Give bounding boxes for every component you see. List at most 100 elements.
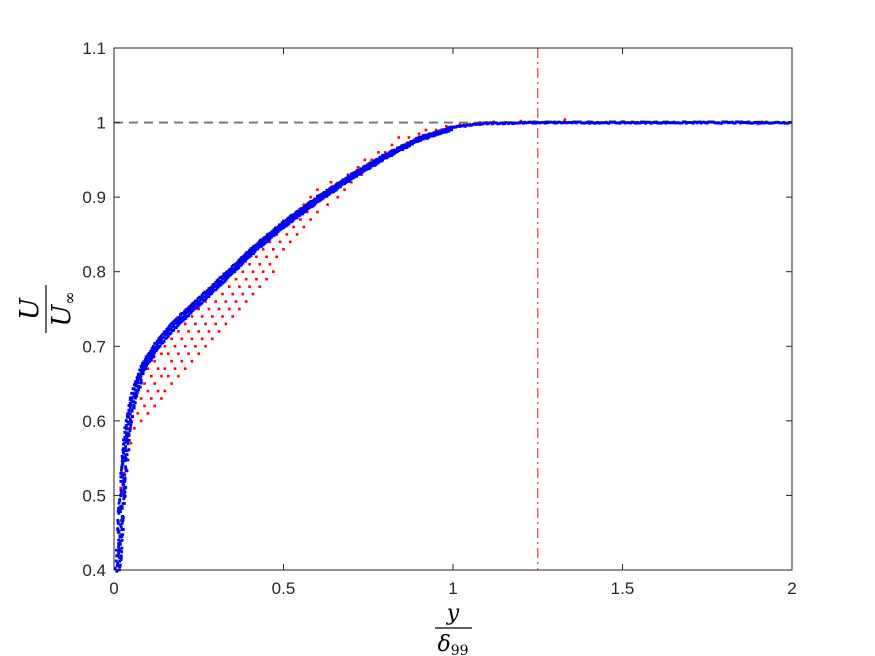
data-point-red <box>383 151 387 154</box>
data-point-blue <box>325 194 329 198</box>
data-point-blue <box>147 351 151 355</box>
data-point-blue <box>257 240 261 244</box>
data-point-red <box>153 404 156 408</box>
data-point-red <box>309 195 312 199</box>
data-point-red <box>204 344 207 348</box>
data-point-blue <box>118 499 122 502</box>
data-point-blue <box>181 311 185 315</box>
data-point-red <box>251 292 255 296</box>
data-point-red <box>278 240 282 244</box>
data-point-blue <box>132 392 136 396</box>
data-point-blue <box>120 546 124 550</box>
y-tick-label: 0.7 <box>82 337 106 356</box>
data-point-red <box>217 330 221 333</box>
data-point-blue <box>210 292 214 295</box>
data-point-blue <box>158 339 162 343</box>
data-point-blue <box>158 344 162 348</box>
data-point-blue <box>129 403 133 407</box>
data-point-blue <box>226 269 230 273</box>
data-point-blue <box>121 533 125 537</box>
data-point-blue <box>120 505 124 508</box>
data-point-blue <box>115 548 118 552</box>
data-point-blue <box>200 293 204 297</box>
y-axis-label: U U∞ <box>15 285 79 333</box>
data-point-blue <box>203 295 207 299</box>
x-tick-label: 1.5 <box>611 579 635 598</box>
y-tick-label: 0.4 <box>82 561 106 580</box>
data-point-blue <box>244 259 247 263</box>
data-point-blue <box>123 494 127 498</box>
data-point-blue <box>118 547 121 551</box>
data-point-red <box>163 344 167 348</box>
data-point-blue <box>139 381 143 385</box>
data-point-blue <box>176 320 180 324</box>
data-point-blue <box>390 153 394 157</box>
data-point-blue <box>254 245 258 249</box>
data-point-blue <box>219 279 223 283</box>
data-point-red <box>170 382 173 385</box>
y-axis-label-numerator: U <box>15 297 45 320</box>
data-point-blue <box>401 148 405 151</box>
data-point-blue <box>256 247 260 251</box>
data-point-blue <box>607 121 611 125</box>
data-point-blue <box>119 472 123 475</box>
data-point-blue <box>184 316 188 320</box>
x-axis-label-denominator: δ99 <box>437 632 468 656</box>
data-point-blue <box>217 278 220 282</box>
data-point-red <box>187 330 190 333</box>
data-point-blue <box>119 554 123 558</box>
data-point-blue <box>123 478 127 482</box>
data-point-blue <box>137 388 140 391</box>
data-point-blue <box>179 318 182 321</box>
data-point-blue <box>172 328 176 332</box>
data-point-red <box>177 374 180 378</box>
data-point-blue <box>145 360 148 364</box>
data-point-red <box>285 233 289 236</box>
data-point-blue <box>214 288 218 292</box>
data-point-blue <box>120 538 124 542</box>
data-point-red <box>343 188 346 191</box>
data-point-blue <box>124 486 127 490</box>
data-point-red <box>163 389 167 393</box>
data-point-blue <box>119 488 123 492</box>
data-point-blue <box>114 559 118 563</box>
data-point-blue <box>137 385 141 389</box>
data-point-blue <box>141 371 144 375</box>
data-point-blue <box>116 528 120 532</box>
data-point-blue <box>117 542 121 545</box>
data-point-blue <box>127 404 131 407</box>
data-point-red <box>183 344 187 348</box>
data-point-blue <box>166 334 170 338</box>
data-point-blue <box>137 381 140 385</box>
data-point-blue <box>124 465 127 469</box>
data-point-blue <box>127 448 131 452</box>
data-point-blue <box>136 378 139 382</box>
data-point-blue <box>245 254 249 258</box>
data-point-blue <box>269 236 273 239</box>
data-point-red <box>231 292 234 296</box>
data-point-red <box>326 203 329 206</box>
x-axis-label-denominator-subscript: 99 <box>451 643 469 656</box>
data-point-red <box>265 255 268 259</box>
data-point-blue <box>116 561 120 565</box>
data-point-red <box>149 374 153 378</box>
data-point-blue <box>143 358 147 362</box>
data-point-blue <box>128 427 132 430</box>
data-point-blue <box>142 364 146 368</box>
data-point-blue <box>129 424 133 427</box>
data-point-blue <box>181 319 185 322</box>
data-point-blue <box>260 244 264 248</box>
data-point-red <box>248 285 251 288</box>
data-point-red <box>122 471 126 475</box>
data-point-red <box>200 315 204 318</box>
data-point-blue <box>134 381 138 385</box>
data-point-blue <box>450 128 454 132</box>
data-point-blue <box>115 569 119 573</box>
reference-lines <box>114 48 792 570</box>
data-point-red <box>241 292 245 296</box>
data-point-blue <box>165 336 169 340</box>
data-point-blue <box>130 409 134 413</box>
data-point-blue <box>244 252 247 256</box>
data-point-blue <box>168 324 171 328</box>
